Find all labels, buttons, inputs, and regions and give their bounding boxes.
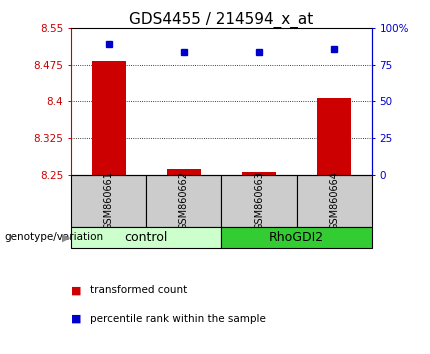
Bar [221,227,372,248]
Bar [221,175,297,227]
Text: GSM860664: GSM860664 [329,171,339,230]
Title: GDS4455 / 214594_x_at: GDS4455 / 214594_x_at [129,12,313,28]
Text: transformed count: transformed count [90,285,187,295]
Bar [317,98,351,175]
Text: GSM860662: GSM860662 [179,171,189,230]
Bar [71,175,146,227]
Bar [167,169,201,175]
Bar [71,227,221,248]
Text: percentile rank within the sample: percentile rank within the sample [90,314,266,324]
Bar [242,172,276,175]
Text: GSM860661: GSM860661 [104,171,114,230]
Text: ■: ■ [71,314,81,324]
Bar [92,62,126,175]
Text: GSM860663: GSM860663 [254,171,264,230]
Text: ▶: ▶ [62,232,71,242]
Bar [146,175,221,227]
Bar [297,175,372,227]
Text: control: control [125,231,168,244]
Text: RhoGDI2: RhoGDI2 [269,231,324,244]
Text: genotype/variation: genotype/variation [4,232,104,242]
Text: ■: ■ [71,285,81,295]
